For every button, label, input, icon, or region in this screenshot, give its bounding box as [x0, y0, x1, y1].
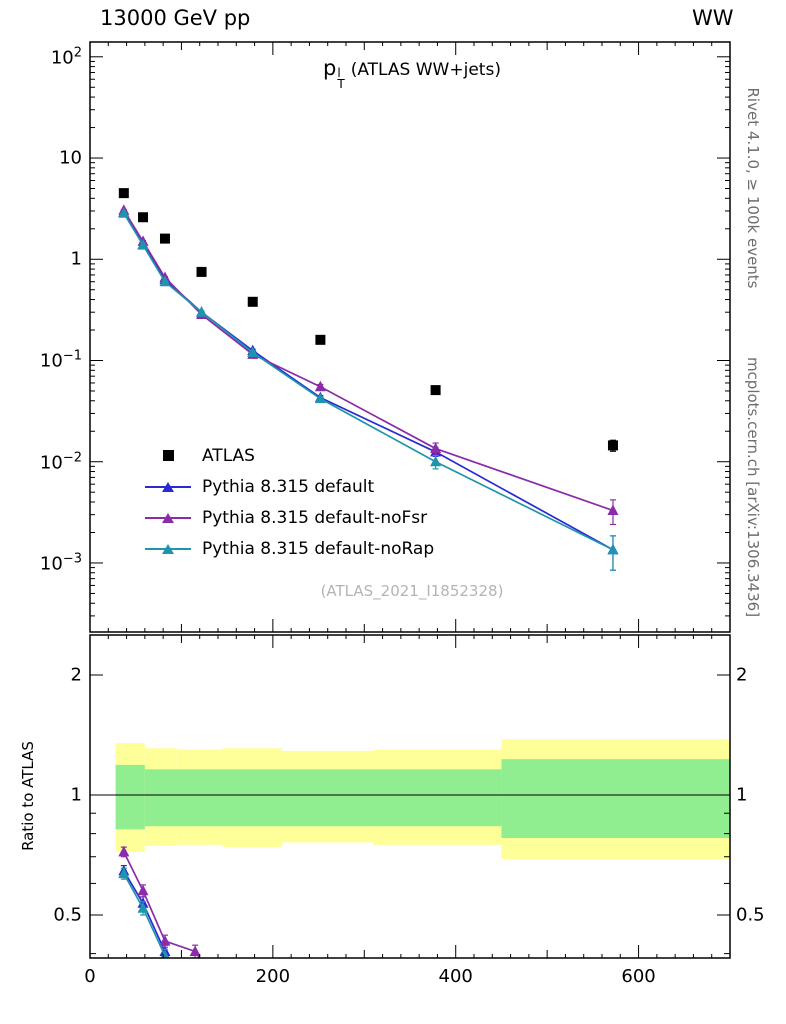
tick-label: 1: [70, 248, 82, 270]
series-ratio: [118, 845, 201, 958]
legend-label: Pythia 8.315 default: [202, 476, 375, 497]
tick-label: 0.5: [53, 904, 82, 926]
tick-label: 1: [736, 784, 748, 806]
ratio-panel-frame: [89, 634, 731, 959]
mc-line-marker-icon: [142, 502, 194, 533]
mc-line-marker-icon: [142, 533, 194, 564]
tick-label: 200: [255, 966, 291, 987]
plot-title: p l T (ATLAS WW+jets): [323, 56, 501, 90]
observable-superscript: l: [337, 66, 341, 80]
data-square-marker-icon: [142, 440, 194, 471]
tick-label: 1: [70, 784, 82, 806]
triangle-icon: [162, 512, 174, 523]
series-ratio: [118, 867, 170, 958]
legend-label: Pythia 8.315 default-noFsr: [202, 507, 428, 528]
triangle-icon: [162, 543, 174, 554]
ratio-axis-title: Ratio to ATLAS: [19, 741, 37, 851]
tick-label: 2: [70, 664, 82, 686]
tick-label: 2: [736, 664, 748, 686]
legend-label: Pythia 8.315 default-noRap: [202, 538, 435, 559]
square-icon: [162, 450, 174, 461]
triangle-icon: [162, 481, 174, 492]
mcplots-credit-label: mcplots.cern.ch [arXiv:1306.3436]: [744, 356, 762, 618]
observable-subscript: T: [337, 77, 345, 91]
legend: ATLAS Pythia 8.315 default Pythia 8.315 …: [142, 440, 434, 564]
mc-line-marker-icon: [142, 471, 194, 502]
series-main: [118, 207, 619, 571]
tick-label: 10−1: [39, 348, 82, 372]
uncertainty-bands: [90, 739, 730, 860]
legend-item-pythia-norap: Pythia 8.315 default-noRap: [142, 533, 434, 564]
tick-label: 102: [50, 45, 82, 69]
series-main: [118, 188, 618, 452]
tick-label: 10−2: [39, 450, 82, 474]
legend-item-atlas: ATLAS: [142, 440, 434, 471]
tick-label: 400: [438, 966, 473, 987]
main-panel-frame: [89, 41, 731, 633]
beam-energy-label: 13000 GeV pp: [100, 6, 251, 30]
tick-label: 0: [84, 966, 96, 987]
observable-symbol: p: [323, 56, 337, 80]
tick-label: 0.5: [736, 904, 765, 926]
process-label: WW: [692, 6, 734, 30]
analysis-name: (ATLAS WW+jets): [350, 60, 501, 80]
legend-item-pythia-default: Pythia 8.315 default: [142, 471, 434, 502]
legend-item-pythia-nofsr: Pythia 8.315 default-noFsr: [142, 502, 434, 533]
tick-label: 10: [59, 147, 82, 169]
tick-label: 10−3: [39, 551, 82, 575]
analysis-id-watermark: (ATLAS_2021_I1852328): [320, 582, 504, 600]
rivet-version-label: Rivet 4.1.0, ≥ 100k events: [744, 87, 762, 289]
tick-label: 600: [621, 966, 656, 987]
legend-label: ATLAS: [202, 445, 255, 466]
